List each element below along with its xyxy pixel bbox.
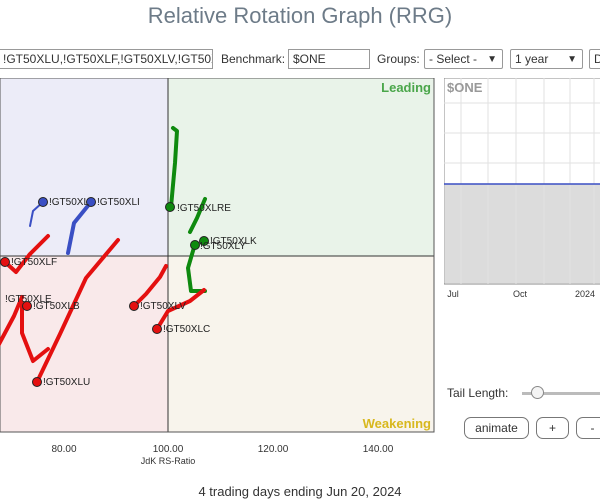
head-gt50xli[interactable]	[86, 197, 96, 207]
label-gt50xlk: !GT50XLK	[210, 236, 257, 247]
chevron-down-icon: ▼	[567, 54, 577, 65]
quadrant-weakening	[168, 256, 434, 432]
head-gt50xlb[interactable]	[22, 301, 32, 311]
quadrant-label-leading: Leading	[381, 80, 431, 95]
groups-label: Groups:	[377, 52, 420, 66]
x-tick-label: 120.00	[258, 444, 289, 455]
head-gt50xlv[interactable]	[129, 301, 139, 311]
frequency-select[interactable]: D	[589, 49, 600, 69]
benchmark-input[interactable]: $ONE	[288, 49, 370, 69]
period-select[interactable]: 1 year ▼	[510, 49, 583, 69]
x-tick-label: 100.00	[153, 444, 184, 455]
label-gt50xlu: !GT50XLU	[43, 377, 90, 388]
animate-button[interactable]: animate	[464, 417, 529, 439]
benchmark-area	[445, 184, 600, 283]
x-axis-label: JdK RS-Ratio	[141, 456, 196, 466]
tail-gt50xli	[66, 200, 93, 255]
symbols-input[interactable]: !GT50XLU,!GT50XLF,!GT50XLV,!GT50X	[0, 49, 213, 69]
plot-border	[0, 78, 435, 433]
tail-gt50xlc	[155, 288, 206, 331]
head-gt50xlc[interactable]	[152, 324, 162, 334]
tail-minus-button[interactable]: -	[576, 417, 600, 439]
label-gt50xlre: !GT50XLRE	[177, 203, 231, 214]
frequency-select-value: D	[594, 52, 600, 66]
label-gt50xl: !GT50XL	[49, 197, 89, 208]
benchmark-symbol: $ONE	[447, 80, 483, 95]
label-gt50xli: !GT50XLI	[97, 197, 140, 208]
tail-gt50xly	[186, 242, 207, 293]
tail-length-slider-handle[interactable]	[531, 386, 544, 399]
groups-select-value: - Select -	[429, 52, 478, 66]
tail-gt50xlu	[35, 238, 120, 384]
side-x-tick: Oct	[513, 289, 528, 299]
quadrant-leading	[168, 78, 434, 256]
label-gt50xle: !GT50XLE	[5, 294, 52, 305]
chevron-down-icon: ▼	[487, 54, 497, 65]
head-gt50xly[interactable]	[190, 240, 200, 250]
head-gt50xlre[interactable]	[165, 202, 175, 212]
label-gt50xlc: !GT50XLC	[163, 324, 210, 335]
groups-select[interactable]: - Select - ▼	[424, 49, 503, 69]
tail-length-track[interactable]	[522, 392, 600, 395]
side-x-tick: 2024	[575, 289, 595, 299]
x-tick-label: 140.00	[363, 444, 394, 455]
head-gt50xlu[interactable]	[32, 377, 42, 387]
page-title: Relative Rotation Graph (RRG)	[147, 3, 453, 28]
side-x-tick: Jul	[447, 289, 459, 299]
tail-gt50xlv	[132, 264, 168, 308]
label-gt50xlv: !GT50XLV	[140, 301, 186, 312]
head-gt50xlk[interactable]	[199, 236, 209, 246]
date-range-footer: 4 trading days ending Jun 20, 2024	[198, 484, 402, 499]
x-tick-label: 80.00	[51, 444, 76, 455]
label-gt50xlf: !GT50XLF	[11, 257, 57, 268]
head-gt50xlf[interactable]	[0, 257, 10, 267]
tail-gt50xlk	[188, 197, 207, 234]
benchmark-chart: $ONE Jul Oct 2024	[444, 78, 600, 299]
label-gt50xly: !GT50XLY	[200, 241, 246, 252]
benchmark-label: Benchmark:	[221, 52, 286, 66]
tail-gt50xlb	[20, 301, 50, 363]
label-gt50xlb: !GT50XLB	[33, 301, 80, 312]
tail-plus-button[interactable]: +	[536, 417, 569, 439]
tail-gt50xlf	[3, 234, 50, 274]
quadrant-improving	[0, 78, 168, 256]
rrg-chart: Leading Weakening !GT50XLRE !GT50XLK !GT…	[0, 78, 435, 466]
tail-gt50xle	[0, 295, 24, 347]
head-gt50xl[interactable]	[38, 197, 48, 207]
period-select-value: 1 year	[515, 52, 549, 66]
tail-gt50xlre	[169, 126, 179, 209]
tail-length-label: Tail Length:	[447, 386, 509, 400]
quadrant-label-weakening: Weakening	[363, 416, 431, 431]
